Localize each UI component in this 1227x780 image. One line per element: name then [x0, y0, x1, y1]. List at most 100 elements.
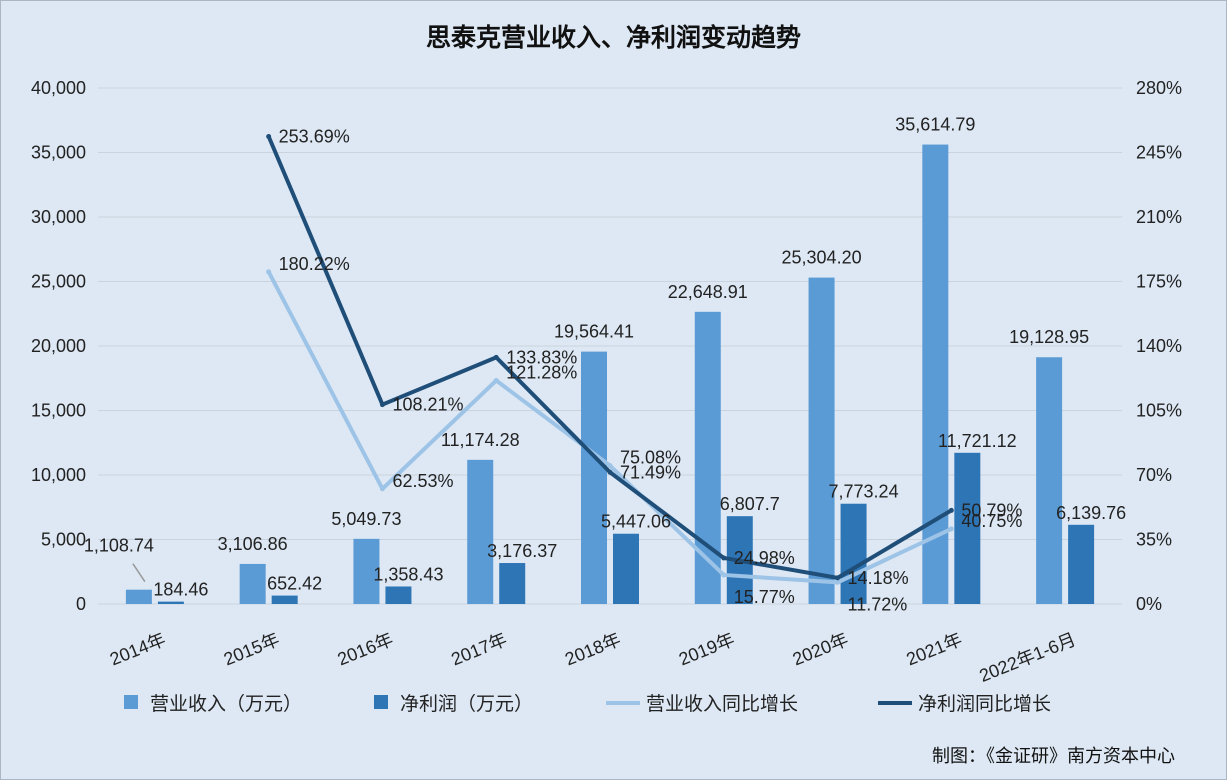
y-right-tick-label: 245% — [1136, 143, 1182, 163]
revenue-bar — [922, 144, 949, 604]
chart-title: 思泰克营业收入、净利润变动趋势 — [425, 23, 801, 52]
revenue-growth-label: 11.72% — [848, 594, 908, 614]
revenue-growth-label: 180.22% — [279, 254, 350, 274]
net-profit-data-label: 3,176.37 — [487, 541, 557, 561]
legend-label: 营业收入同比增长 — [646, 693, 798, 715]
net-profit-growth-label: 14.18% — [848, 568, 909, 588]
net-profit-growth-point — [379, 402, 385, 408]
net-profit-growth-label: 24.98% — [734, 548, 795, 568]
net-profit-bar — [499, 563, 526, 604]
revenue-bar — [125, 589, 152, 604]
revenue-data-label: 19,128.95 — [1009, 327, 1089, 347]
net-profit-growth-label: 71.49% — [620, 462, 681, 482]
y-left-tick-label: 35,000 — [31, 143, 86, 163]
legend-swatch — [124, 695, 138, 709]
revenue-bar — [239, 563, 266, 604]
revenue-growth-point — [493, 377, 499, 383]
net-profit-bar — [613, 533, 639, 604]
revenue-growth-label: 40.75% — [961, 511, 1022, 531]
y-right-tick-label: 0% — [1136, 594, 1162, 614]
net-profit-data-label: 5,447.06 — [601, 512, 671, 532]
revenue-growth-label: 15.77% — [734, 587, 795, 607]
x-category-label: 2016年 — [335, 629, 396, 669]
revenue-data-label: 25,304.20 — [782, 248, 862, 268]
legend-swatch — [374, 695, 388, 709]
revenue-data-label: 22,648.91 — [668, 282, 748, 302]
revenue-bar — [467, 459, 494, 604]
revenue-data-label: 3,106.86 — [218, 534, 288, 554]
net-profit-growth-point — [948, 507, 954, 513]
net-profit-data-label: 6,807.7 — [720, 494, 780, 514]
y-right-tick-label: 140% — [1136, 336, 1182, 356]
y-right-tick-label: 105% — [1136, 401, 1182, 421]
y-left-tick-label: 25,000 — [31, 272, 86, 292]
net-profit-growth-point — [493, 354, 499, 360]
y-right-tick-label: 175% — [1136, 272, 1182, 292]
revenue-growth-label: 121.28% — [506, 362, 577, 382]
legend-label: 净利润（万元） — [400, 693, 533, 715]
net-profit-bar — [840, 503, 867, 604]
net-profit-growth-point — [266, 133, 272, 139]
x-category-label: 2015年 — [221, 629, 282, 669]
revenue-data-label: 19,564.41 — [554, 322, 634, 342]
x-category-label: 2020年 — [790, 629, 851, 669]
y-left-tick-label: 30,000 — [31, 207, 86, 227]
revenue-bar — [353, 538, 380, 604]
net-profit-data-label: 184.46 — [153, 580, 208, 600]
revenue-bar — [694, 311, 721, 604]
revenue-bar — [808, 277, 835, 604]
revenue-growth-label: 75.08% — [620, 448, 681, 468]
net-profit-growth-label: 50.79% — [961, 500, 1022, 520]
net-profit-bar — [157, 601, 184, 604]
revenue-growth-point — [607, 463, 613, 469]
net-profit-data-label: 7,773.24 — [829, 482, 899, 502]
label-leader-line — [132, 563, 146, 583]
net-profit-bar — [954, 452, 981, 604]
y-left-tick-label: 0 — [76, 594, 86, 614]
x-category-label: 2021年 — [904, 629, 965, 669]
net-profit-growth-point — [721, 555, 727, 561]
legend-label: 净利润同比增长 — [918, 693, 1051, 715]
x-category-label: 2018年 — [562, 629, 623, 669]
net-profit-growth-point — [607, 469, 613, 475]
x-category-label: 2019年 — [676, 629, 737, 669]
y-right-tick-label: 35% — [1136, 530, 1172, 550]
revenue-bar — [581, 351, 607, 604]
net-profit-data-label: 652.42 — [267, 574, 322, 594]
net-profit-growth-point — [835, 575, 841, 581]
net-profit-bar — [271, 595, 298, 604]
revenue-data-label: 11,174.28 — [441, 430, 520, 450]
net-profit-growth-label: 133.83% — [506, 347, 577, 367]
revenue-growth-point — [379, 486, 385, 492]
revenue-growth-point — [835, 579, 841, 585]
y-left-tick-label: 20,000 — [31, 336, 86, 356]
net-profit-bar — [1068, 524, 1095, 604]
net-profit-growth-label: 253.69% — [279, 126, 350, 146]
revenue-growth-point — [721, 572, 727, 578]
net-profit-data-label: 11,721.12 — [938, 431, 1017, 451]
x-category-label: 2022年1-6月 — [976, 629, 1078, 686]
x-category-label: 2017年 — [448, 629, 509, 669]
revenue-bar — [1036, 357, 1063, 604]
revenue-data-label: 5,049.73 — [331, 509, 401, 529]
revenue-data-label: 1,108.74 — [84, 536, 154, 556]
y-right-tick-label: 70% — [1136, 465, 1172, 485]
net-profit-bar — [385, 586, 412, 604]
y-right-tick-label: 210% — [1136, 207, 1182, 227]
net-profit-data-label: 1,358.43 — [373, 564, 443, 584]
chart-credit: 制图：《金证研》南方资本中心 — [932, 746, 1175, 767]
net-profit-growth-label: 108.21% — [392, 395, 463, 415]
revenue-growth-label: 62.53% — [392, 471, 453, 491]
y-left-tick-label: 10,000 — [31, 465, 86, 485]
y-right-tick-label: 280% — [1136, 78, 1182, 98]
revenue-growth-point — [266, 269, 272, 275]
net-profit-data-label: 6,139.76 — [1056, 503, 1126, 523]
y-left-tick-label: 40,000 — [31, 78, 86, 98]
revenue-growth-point — [948, 526, 954, 532]
legend-label: 营业收入（万元） — [150, 693, 302, 715]
revenue-data-label: 35,614.79 — [895, 115, 975, 135]
y-left-tick-label: 15,000 — [31, 401, 86, 421]
y-left-tick-label: 5,000 — [41, 530, 86, 550]
